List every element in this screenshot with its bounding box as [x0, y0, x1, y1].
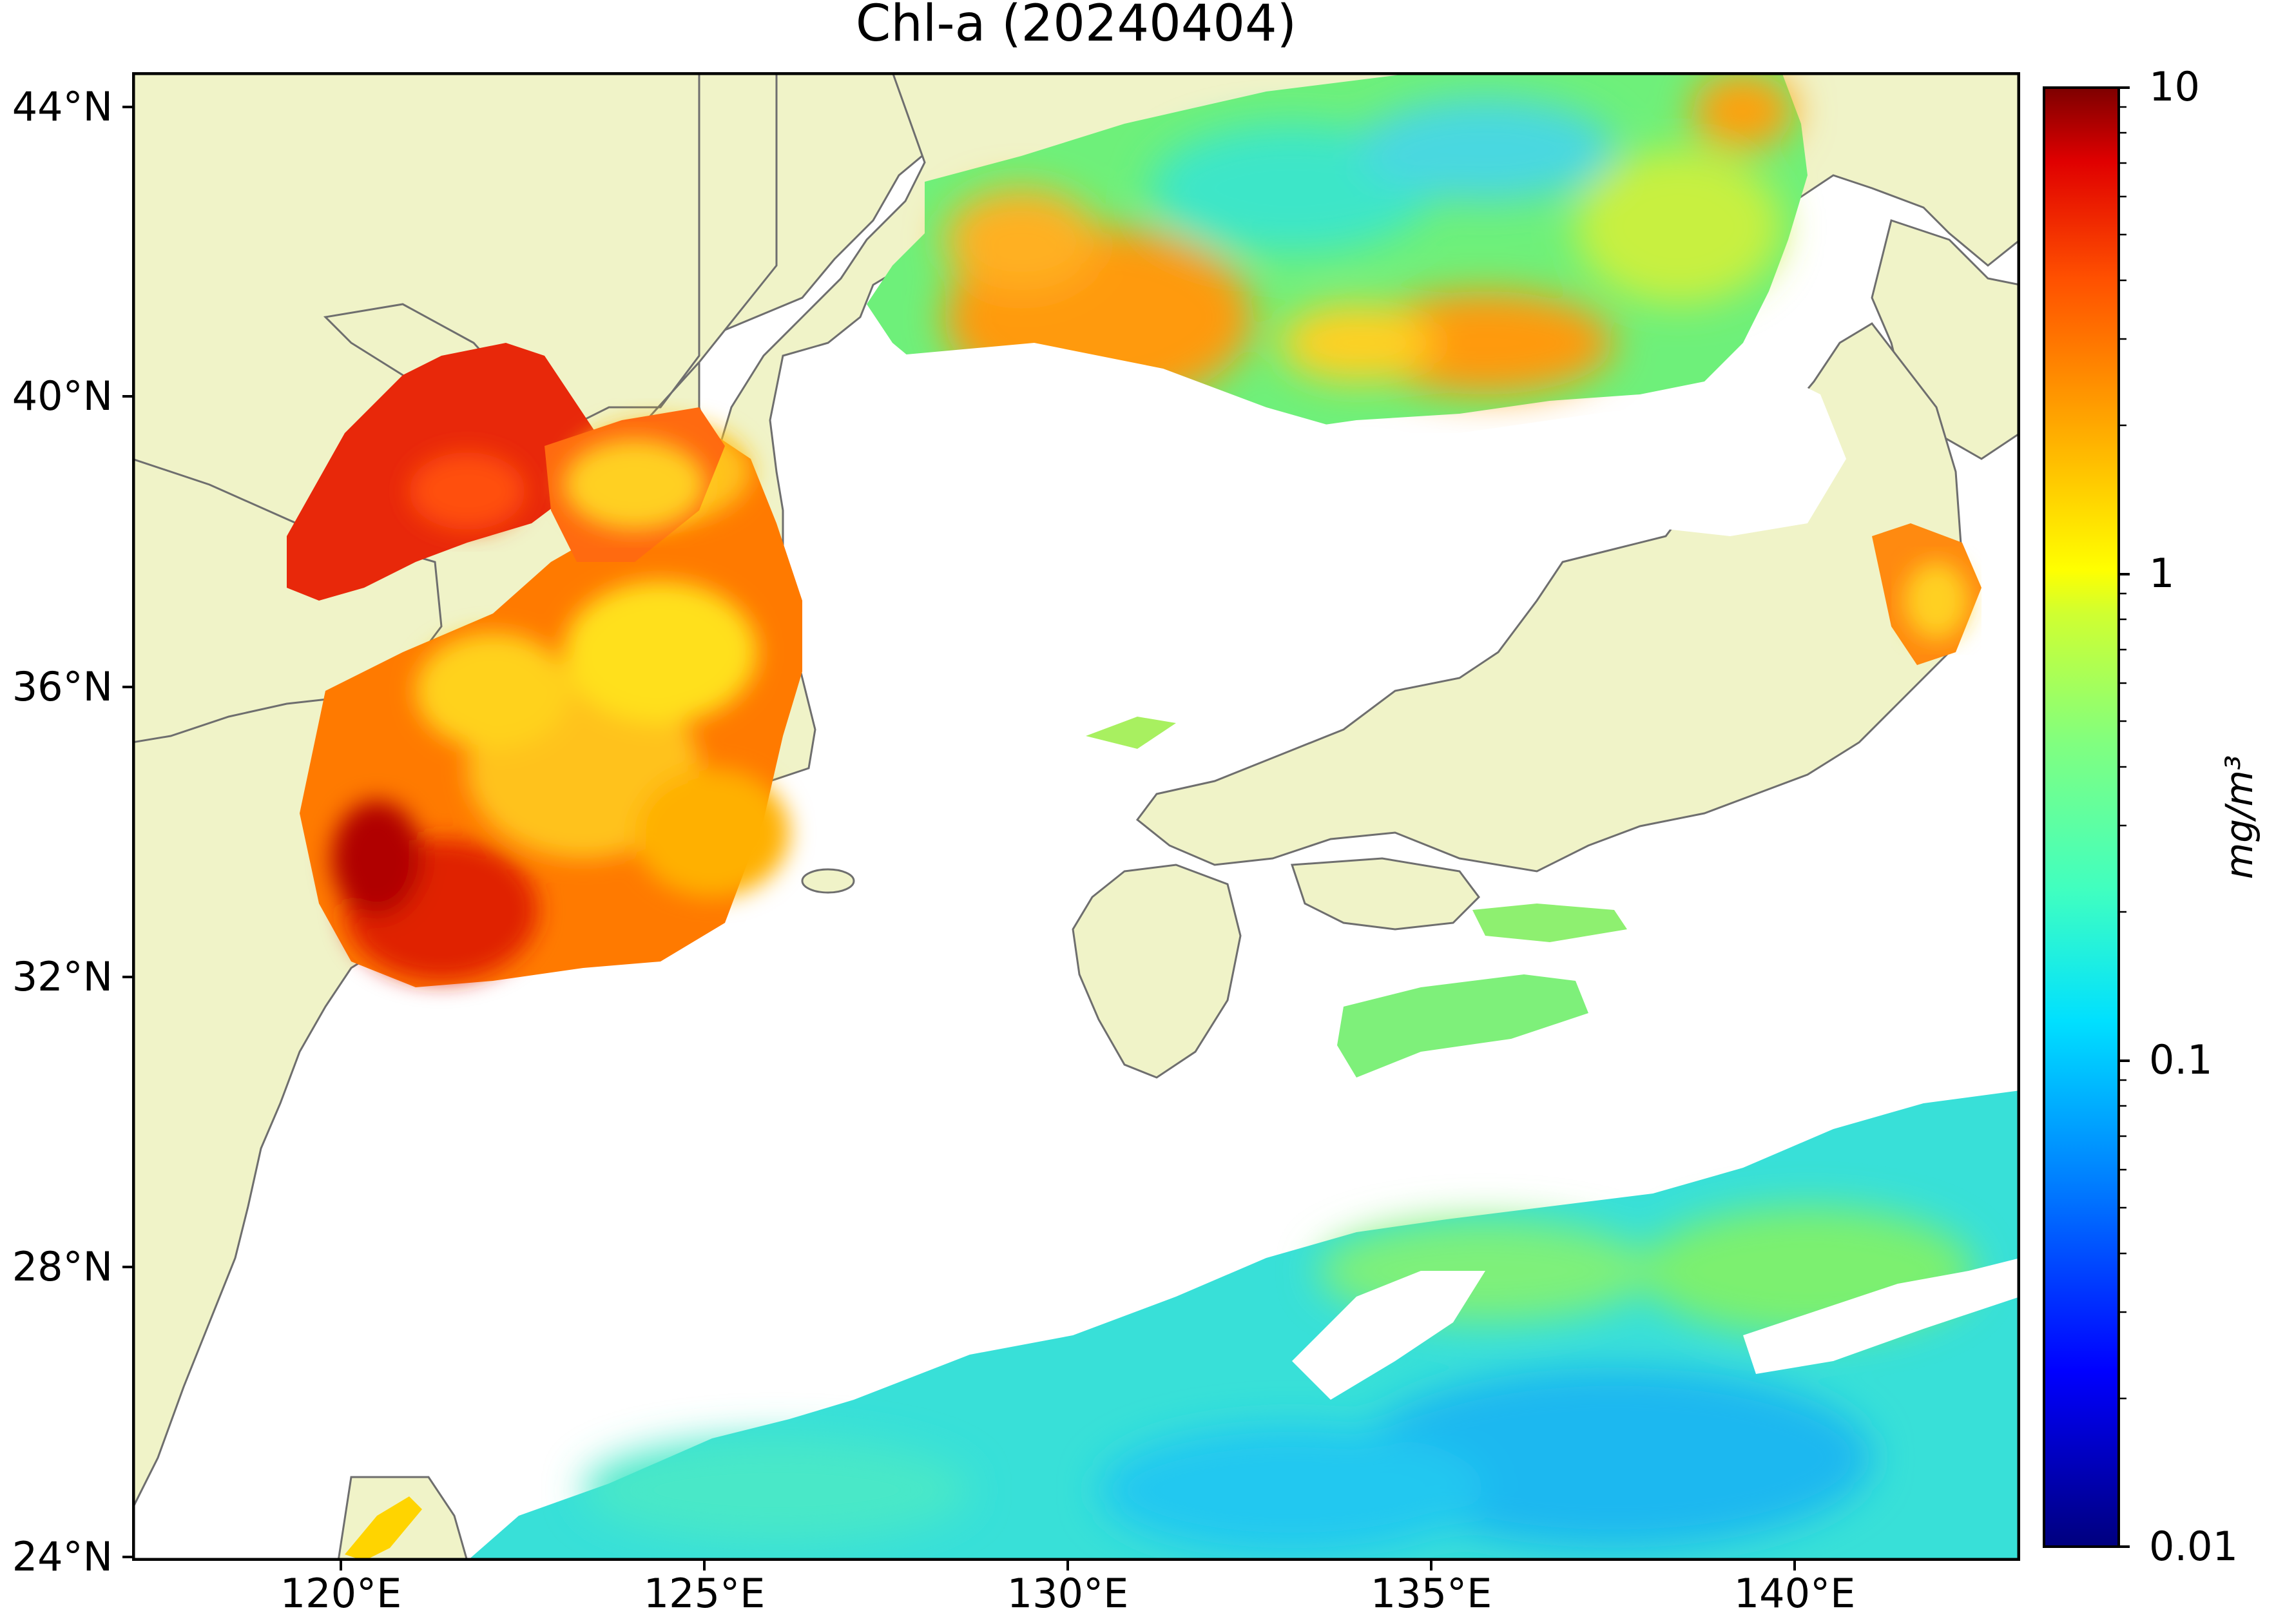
land-kyushu	[1072, 864, 1242, 1079]
chl-patch-mid2	[1472, 904, 1627, 942]
chl-yellow-sea	[300, 433, 802, 987]
lat-label-32: 32°N	[12, 953, 113, 1000]
lat-label-44: 44°N	[12, 83, 113, 130]
map-title: Chl-a (20240404)	[855, 0, 1297, 53]
lat-label-40: 40°N	[12, 372, 113, 420]
chl-patch-mid3	[1086, 717, 1176, 749]
lat-label-36: 36°N	[12, 663, 113, 710]
map-frame	[132, 72, 2020, 1561]
land-jeju	[801, 868, 855, 894]
cloud-patch-sea-of-japan	[892, 343, 1846, 536]
lon-label-135: 135°E	[1370, 1570, 1492, 1617]
chl-sea-of-japan	[867, 72, 1808, 433]
colorbar	[2043, 86, 2120, 1548]
land-shikoku	[1290, 857, 1480, 931]
colorbar-tick-10: 10	[2149, 63, 2200, 110]
colorbar-tick-0.01: 0.01	[2149, 1523, 2239, 1570]
lon-label-140: 140°E	[1733, 1570, 1856, 1617]
lat-label-28: 28°N	[12, 1243, 113, 1290]
chlorophyll-map	[132, 72, 2020, 1561]
chl-patch-mid1	[1337, 974, 1588, 1078]
colorbar-unit-label: mg/m³	[2217, 755, 2261, 880]
lon-label-120: 120°E	[280, 1570, 402, 1617]
chl-bohai	[287, 343, 751, 601]
chl-pacific	[467, 1090, 2020, 1561]
chl-patch-taiwan	[345, 1496, 422, 1561]
lat-label-24: 24°N	[12, 1533, 113, 1580]
colorbar-tick-0.1: 0.1	[2149, 1036, 2213, 1083]
colorbar-tick-1: 1	[2149, 550, 2175, 597]
lon-label-130: 130°E	[1007, 1570, 1129, 1617]
lon-label-125: 125°E	[643, 1570, 766, 1617]
